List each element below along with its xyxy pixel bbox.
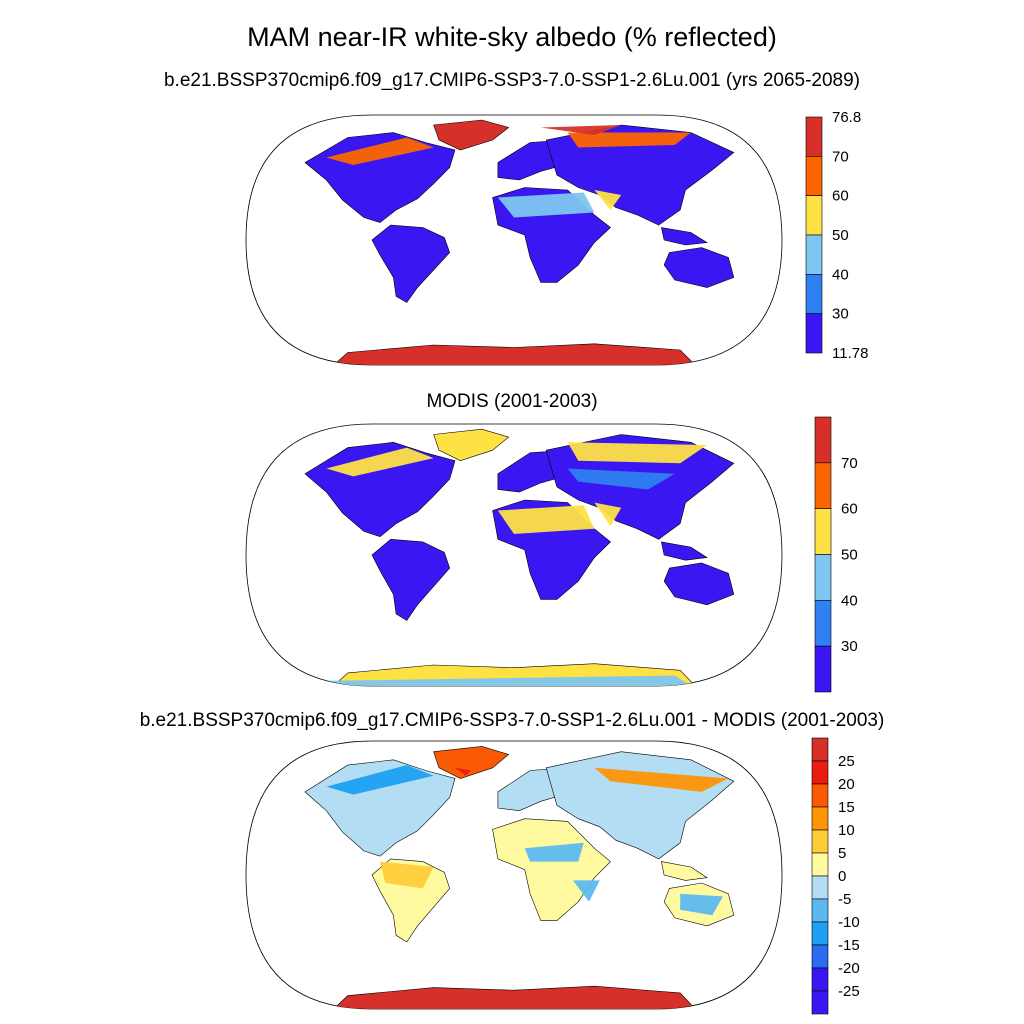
colorbar-box — [814, 554, 832, 601]
value-patch — [326, 137, 434, 165]
value-patch — [573, 880, 600, 902]
colorbar-label: 20 — [838, 776, 855, 793]
colorbar-box — [811, 737, 829, 762]
colorbar-3: 25 20 15 10 5 0 -5 -10 -15 -20 -25 — [811, 737, 860, 1015]
colorbar-label: 0 — [838, 868, 846, 885]
land-layer-3 — [304, 746, 735, 1009]
colorbar-box — [811, 944, 829, 969]
colorbar-label: -10 — [838, 914, 860, 931]
seasia-region — [661, 541, 708, 561]
map-panel-3 — [245, 740, 783, 1010]
colorbar-label: -25 — [838, 983, 860, 1000]
colorbar-label: 40 — [832, 266, 849, 283]
colorbar-box — [814, 600, 832, 647]
colorbar-label: 70 — [841, 455, 858, 472]
australia-region — [663, 247, 735, 288]
colorbar-2: 70 60 50 40 30 — [814, 416, 858, 693]
colorbar-label: -20 — [838, 960, 860, 977]
colorbar-box — [811, 921, 829, 946]
colorbar-label: 25 — [838, 753, 855, 770]
colorbar-box — [814, 416, 832, 464]
seasia-region — [661, 861, 708, 881]
colorbar-label: 5 — [838, 845, 846, 862]
colorbar-box — [811, 875, 829, 900]
colorbar-label: 15 — [838, 799, 855, 816]
greenland-region — [433, 746, 510, 779]
colorbar-box — [805, 234, 823, 275]
colorbar-box — [811, 829, 829, 854]
australia-region — [663, 562, 735, 606]
colorbar-label: 60 — [832, 188, 849, 205]
colorbar-box — [811, 806, 829, 831]
value-patch — [326, 765, 434, 795]
colorbar-box — [811, 967, 829, 992]
value-patch — [594, 767, 729, 792]
land-layer-2 — [304, 428, 735, 686]
value-patch — [567, 132, 691, 148]
land-layer-1 — [304, 119, 735, 365]
colorbar-label: 30 — [832, 306, 849, 323]
colorbar-box — [811, 760, 829, 785]
colorbar-label: 50 — [832, 227, 849, 244]
colorbar-label: -5 — [838, 891, 851, 908]
panel-2-title: MODIS (2001-2003) — [426, 391, 598, 412]
colorbar-1: 76.8 70 60 50 40 30 11.78 — [805, 109, 868, 362]
asia-region — [545, 124, 735, 226]
colorbar-label: 60 — [841, 501, 858, 518]
main-title: MAM near-IR white-sky albedo (% reflecte… — [247, 22, 777, 52]
value-patch — [497, 505, 595, 534]
colorbar-box — [805, 274, 823, 314]
value-patch — [326, 675, 702, 686]
antarctica-region — [325, 985, 703, 1009]
colorbar-label: 30 — [841, 638, 858, 655]
value-patch — [326, 447, 434, 477]
colorbar-box — [811, 898, 829, 923]
colorbar-box — [805, 313, 823, 354]
map-panel-1 — [245, 114, 783, 366]
value-patch — [680, 893, 723, 916]
colorbar-label: 76.8 — [832, 109, 861, 126]
colorbar-box — [814, 645, 832, 693]
panel-1-title: b.e21.BSSP370cmip6.f09_g17.CMIP6-SSP3-7.… — [163, 70, 861, 91]
colorbar-box — [805, 116, 823, 157]
colorbar-box — [814, 462, 832, 509]
value-patch — [380, 861, 434, 889]
colorbar-label: 11.78 — [832, 345, 868, 362]
value-patch — [567, 442, 707, 464]
colorbar-label: 70 — [832, 148, 849, 165]
colorbar-box — [814, 508, 832, 555]
colorbar-box — [811, 852, 829, 877]
colorbar-label: 40 — [841, 592, 858, 609]
colorbar-label: -15 — [838, 937, 860, 954]
value-patch — [594, 502, 622, 527]
value-patch — [594, 190, 622, 210]
greenland-region — [433, 428, 510, 462]
seasia-region — [661, 227, 708, 246]
colorbar-box — [805, 195, 823, 236]
samerica-region — [371, 224, 451, 303]
colorbar-box — [811, 783, 829, 808]
value-patch — [567, 468, 675, 490]
value-patch — [455, 767, 472, 776]
value-patch — [540, 125, 622, 135]
samerica-region — [371, 538, 451, 621]
colorbar-box — [805, 156, 823, 196]
panel-3-title: b.e21.BSSP370cmip6.f09_g17.CMIP6-SSP3-7.… — [139, 710, 885, 731]
value-patch — [497, 192, 595, 218]
colorbar-box — [811, 990, 829, 1015]
greenland-region — [433, 119, 510, 151]
colorbar-label: 10 — [838, 822, 855, 839]
colorbar-label: 50 — [841, 547, 858, 564]
antarctica-region — [325, 343, 703, 365]
map-panel-2 — [245, 423, 783, 687]
colorbars: 76.8706050403011.7870605040302520151050-… — [805, 109, 868, 1015]
value-patch — [524, 842, 584, 862]
